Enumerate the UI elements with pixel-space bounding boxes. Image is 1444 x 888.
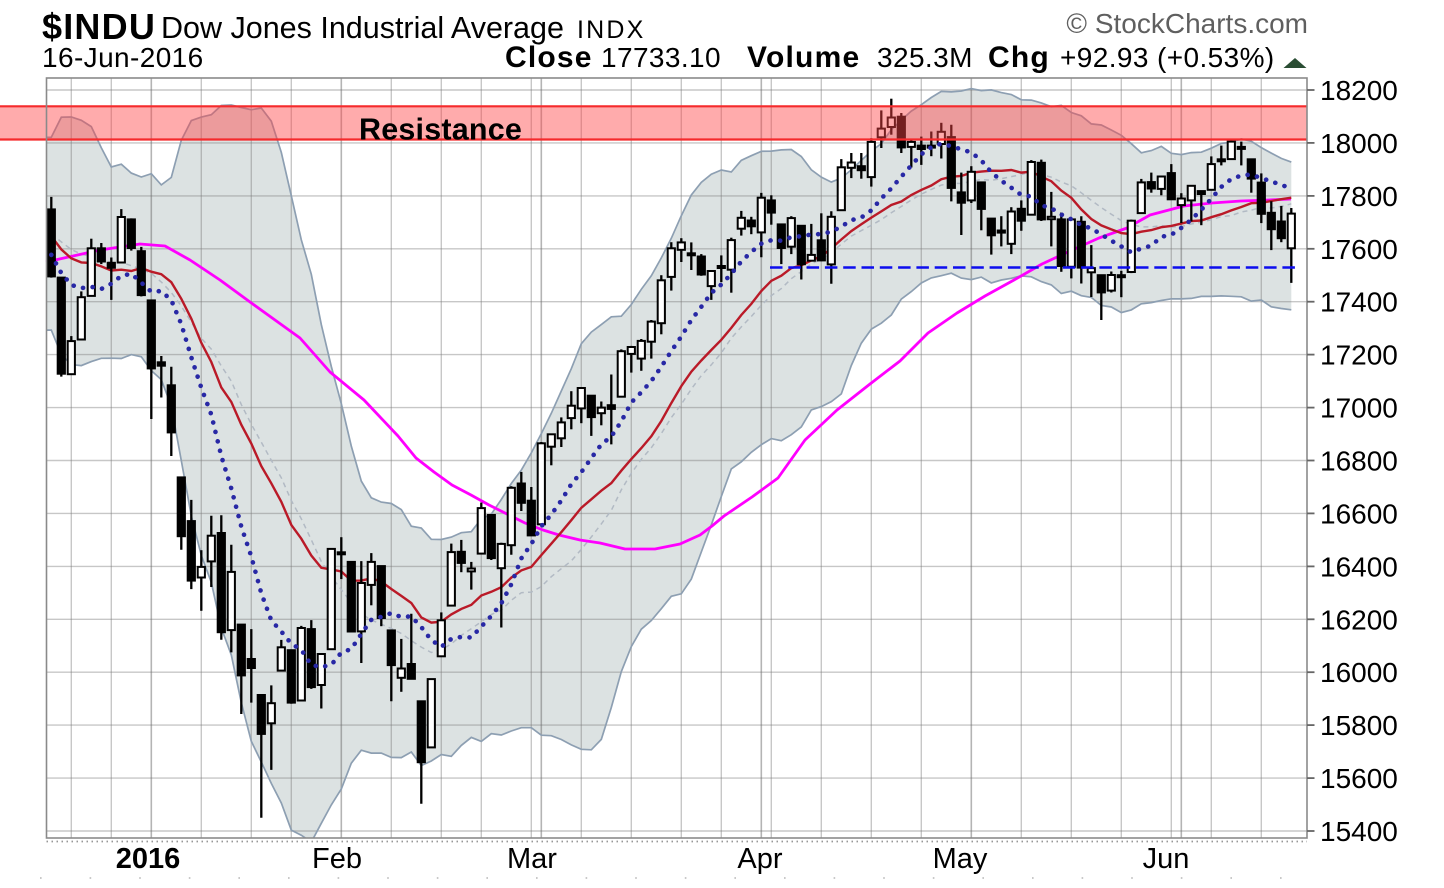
svg-text:15600: 15600	[1320, 763, 1398, 794]
svg-text:$INDU: $INDU	[42, 6, 156, 47]
svg-text:17800: 17800	[1320, 181, 1398, 212]
svg-text:15800: 15800	[1320, 710, 1398, 741]
svg-text:2016: 2016	[116, 843, 181, 875]
svg-text:Chg: Chg	[988, 41, 1050, 74]
svg-text:17600: 17600	[1320, 234, 1398, 265]
svg-text:Feb: Feb	[312, 843, 362, 875]
svg-text:Volume: Volume	[747, 41, 860, 74]
svg-text:Dow Jones Industrial Average: Dow Jones Industrial Average	[161, 11, 564, 45]
svg-text:16000: 16000	[1320, 657, 1398, 688]
svg-text:© StockCharts.com: © StockCharts.com	[1066, 8, 1308, 39]
svg-text:16400: 16400	[1320, 551, 1398, 582]
svg-text:325.3M: 325.3M	[877, 42, 973, 73]
svg-text:16200: 16200	[1320, 604, 1398, 635]
svg-text:18200: 18200	[1320, 75, 1398, 106]
svg-text:16-Jun-2016: 16-Jun-2016	[42, 42, 204, 73]
svg-text:17200: 17200	[1320, 340, 1398, 371]
svg-text:18000: 18000	[1320, 128, 1398, 159]
svg-text:Jun: Jun	[1143, 843, 1190, 875]
svg-text:16800: 16800	[1320, 446, 1398, 477]
svg-text:17733.10: 17733.10	[601, 42, 721, 73]
svg-text:+92.93 (+0.53%): +92.93 (+0.53%)	[1060, 42, 1275, 73]
svg-text:INDX: INDX	[577, 16, 646, 44]
svg-text:Resistance: Resistance	[359, 113, 522, 147]
svg-text:16600: 16600	[1320, 498, 1398, 529]
svg-text:Apr: Apr	[737, 843, 782, 875]
svg-text:17400: 17400	[1320, 287, 1398, 318]
svg-text:15400: 15400	[1320, 816, 1398, 847]
svg-text:17000: 17000	[1320, 393, 1398, 424]
svg-text:May: May	[933, 843, 988, 875]
svg-text:Close: Close	[505, 41, 593, 74]
svg-text:Mar: Mar	[507, 843, 557, 875]
